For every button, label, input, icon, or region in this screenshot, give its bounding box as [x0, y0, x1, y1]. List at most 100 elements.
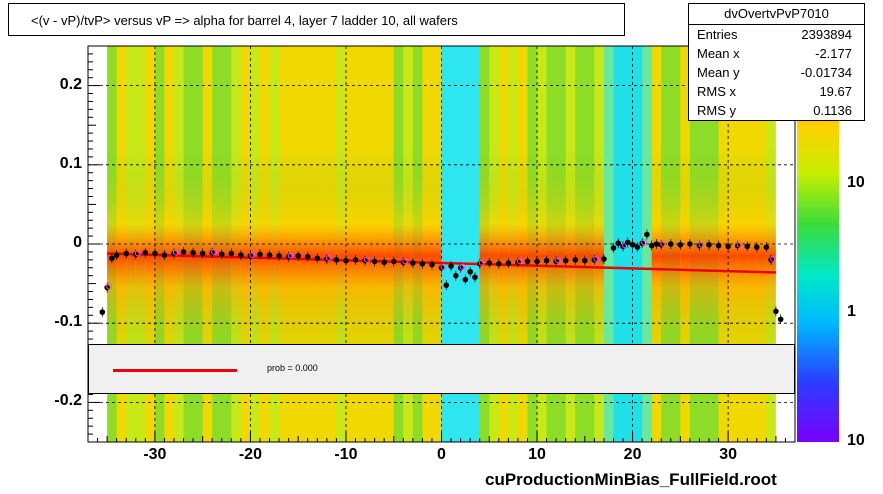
x-tick-label: -10	[334, 446, 358, 463]
x-tick-label: -30	[143, 446, 167, 463]
heatmap-core	[527, 149, 538, 363]
data-point	[266, 252, 273, 258]
data-point	[472, 274, 478, 281]
data-point	[753, 244, 760, 250]
open-point	[134, 250, 141, 257]
heatmap-core	[298, 149, 309, 363]
heatmap-core	[393, 149, 404, 363]
data-point	[429, 261, 435, 268]
open-point	[172, 249, 179, 256]
open-point	[698, 241, 705, 248]
data-point	[199, 250, 206, 257]
data-point	[496, 261, 502, 267]
heatmap-core	[250, 149, 261, 363]
heatmap-core	[737, 149, 748, 363]
data-point	[648, 242, 655, 249]
data-point	[109, 255, 115, 262]
data-point	[687, 241, 693, 247]
data-point	[410, 260, 416, 266]
data-point	[295, 253, 301, 259]
data-point	[276, 253, 282, 259]
heatmap-core	[556, 149, 567, 363]
data-point	[238, 252, 244, 258]
data-point	[343, 257, 349, 264]
heatmap-core	[259, 149, 271, 363]
y-tick-label: 0.2	[59, 75, 82, 93]
data-point	[744, 243, 751, 250]
title-box: <(v - vP)/tvP> versus vP => alpha for ba…	[8, 3, 625, 36]
open-point	[106, 283, 113, 290]
open-point	[736, 241, 743, 248]
x-tick-label: 0	[437, 446, 446, 463]
data-point	[543, 257, 550, 264]
heatmap-core	[422, 149, 433, 363]
stats-value: 0.1136	[813, 103, 852, 118]
heatmap-core	[317, 149, 328, 363]
x-tick-label: 30	[719, 446, 738, 463]
fit-legend-line	[113, 369, 237, 372]
heatmap-core	[680, 149, 691, 363]
fit-legend-box: prob = 0.000	[88, 344, 795, 394]
heatmap-core	[384, 149, 395, 363]
data-point	[228, 250, 235, 257]
data-point	[653, 241, 660, 247]
heatmap-core	[709, 149, 720, 363]
stats-name: dvOvertvPvP7010	[689, 4, 864, 25]
data-point	[190, 249, 196, 256]
heatmap-core	[231, 149, 242, 363]
data-point	[419, 261, 426, 267]
x-tick-label: 20	[623, 446, 642, 463]
stats-row-rms-y: RMS y 0.1136	[689, 101, 864, 120]
data-point	[257, 251, 263, 258]
open-point	[555, 257, 562, 264]
data-point	[152, 250, 158, 257]
open-point	[211, 248, 218, 255]
data-point	[304, 253, 311, 260]
stats-value: 2393894	[801, 27, 852, 42]
data-point	[634, 244, 641, 250]
open-point	[660, 240, 667, 247]
open-point	[325, 255, 332, 262]
open-point	[478, 259, 485, 266]
heatmap-core	[594, 149, 605, 363]
heatmap-core	[498, 149, 509, 363]
heatmap-core	[575, 149, 586, 363]
profile-points	[99, 229, 784, 325]
heatmap-core	[431, 149, 443, 363]
heatmap-column	[441, 46, 452, 442]
data-point	[352, 257, 359, 263]
data-point	[644, 231, 650, 238]
data-point	[715, 242, 722, 249]
y-tick-label: 0	[73, 234, 82, 251]
data-point	[625, 239, 631, 246]
y-tick-label: -0.1	[54, 313, 82, 331]
data-point	[161, 252, 168, 258]
data-point	[610, 245, 617, 251]
open-point	[402, 258, 409, 265]
data-point	[677, 241, 684, 248]
data-point	[333, 257, 340, 263]
open-point	[593, 255, 600, 262]
data-point	[381, 259, 387, 266]
data-point	[218, 251, 225, 258]
data-point	[314, 255, 321, 262]
heatmap-core	[365, 149, 376, 363]
open-point	[459, 263, 466, 270]
data-point	[629, 241, 636, 248]
heatmap-core	[345, 149, 357, 363]
heatmap-core	[126, 149, 137, 363]
stats-row-entries: Entries 2393894	[689, 25, 864, 44]
data-point	[706, 241, 712, 248]
stats-box: dvOvertvPvP7010 Entries 2393894 Mean x -2.…	[688, 3, 865, 121]
heatmap-core	[756, 149, 767, 363]
heatmap-core	[374, 149, 385, 363]
stats-row-rms-x: RMS x 19.67	[689, 82, 864, 101]
data-point	[99, 309, 106, 315]
stats-key: RMS y	[697, 103, 736, 118]
stats-value: -2.177	[815, 46, 852, 61]
heatmap-core	[670, 149, 681, 363]
data-point	[486, 260, 493, 266]
data-point	[562, 257, 569, 264]
heatmap-core	[326, 149, 337, 363]
